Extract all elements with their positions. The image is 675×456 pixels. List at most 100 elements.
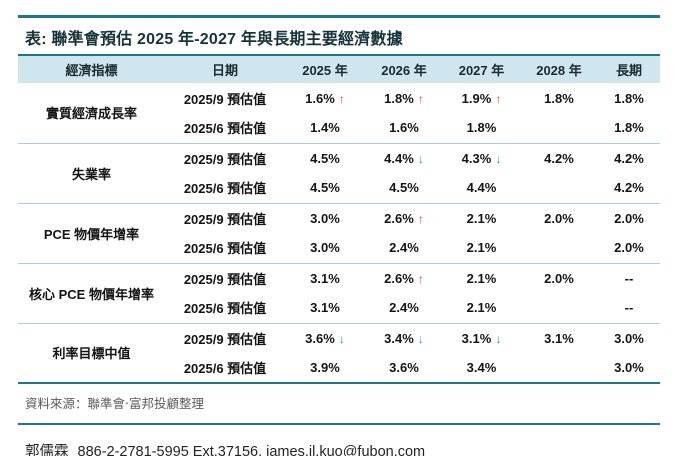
value-text: --: [624, 270, 634, 286]
header-indicator: 經濟指標: [65, 63, 118, 78]
value-cell: 1.8%: [598, 113, 660, 144]
value-cell: 2.0%: [598, 233, 660, 264]
value-cell: [520, 353, 598, 383]
table-row: 利率目標中值 2025/9 預估值 3.6% ↓ 3.4% ↓ 3.1% ↓ 3.1% 3.0%: [18, 323, 660, 362]
source-note: 資料來源：聯準會‧富邦投顧整理: [25, 397, 204, 411]
header-2026: 2026 年: [381, 63, 427, 78]
header-date: 日期: [211, 63, 238, 78]
value-text: 3.0%: [614, 330, 644, 346]
value-cell: 1.8%: [598, 83, 660, 113]
value-cell: 3.4% ↓: [365, 323, 443, 353]
indicator-label: 失業率: [18, 143, 165, 204]
up-arrow-icon: ↑: [495, 91, 502, 106]
value-text: 4.2%: [614, 180, 644, 196]
header-2025: 2025 年: [302, 63, 348, 78]
value-text: 3.0%: [310, 240, 340, 256]
value-cell: 1.6% ↑: [285, 83, 365, 113]
up-arrow-icon: ↑: [417, 211, 424, 226]
estimate-date: 2025/9 預估值: [183, 331, 267, 347]
header-row: 經濟指標 日期 2025 年 2026 年 2027 年 2028 年 長期: [18, 55, 660, 83]
value-cell: 1.9% ↑: [443, 83, 520, 113]
value-cell: 3.6%: [365, 353, 443, 383]
contact-line: 郭儒霖 886-2-2781-5995 Ext.37156, james.jl.k…: [25, 440, 675, 456]
up-arrow-icon: ↑: [338, 91, 345, 106]
value-text: 2.1%: [466, 240, 497, 256]
estimate-date: 2025/6 預估值: [165, 293, 285, 324]
value-cell: --: [598, 293, 660, 324]
table-row: 2025/6 預估值 1.4% 1.6% 1.8% 1.8%: [18, 113, 660, 144]
value-text: 4.5%: [310, 180, 340, 196]
value-cell: 2.0%: [520, 203, 598, 233]
value-cell: --: [598, 263, 660, 293]
indicator-label: 利率目標中值: [52, 346, 131, 362]
value-cell: 2.6% ↑: [365, 263, 443, 293]
value-cell: 2.1%: [443, 263, 520, 293]
value-cell: 3.0%: [285, 233, 365, 264]
value-cell: 3.1%: [285, 263, 365, 293]
value-text: 2.4%: [389, 300, 419, 316]
down-arrow-icon: ↓: [338, 331, 345, 346]
table-row: 核心 PCE 物價年增率 2025/9 預估值 3.1% 2.6% ↑ 2.1% 2.0% -…: [18, 263, 660, 324]
indicator-label: PCE 物價年增率: [18, 203, 165, 264]
value-cell: 4.3% ↓: [443, 143, 520, 173]
value-cell: 3.0%: [598, 353, 660, 383]
forecast-table-body: 實質經濟成長率 2025/9 預估值 1.6% ↑ 1.8% ↑ 1.9% ↑ 1.8% 1.8%…: [18, 83, 660, 383]
value-text: 2.6%: [384, 270, 414, 286]
value-cell: 1.4%: [285, 113, 365, 144]
value-cell: 4.2%: [520, 143, 598, 173]
estimate-date: 2025/9 預估值: [183, 271, 267, 287]
estimate-date: 2025/6 預估值: [165, 113, 285, 144]
top-divider: [18, 15, 660, 18]
value-text: 2.0%: [614, 210, 644, 226]
value-cell: 1.6%: [365, 113, 443, 144]
value-cell: 2.1%: [443, 233, 520, 264]
value-cell: 2.6% ↑: [365, 203, 443, 233]
value-cell: 2.4%: [365, 233, 443, 264]
value-cell: 3.1% ↓: [443, 323, 520, 353]
value-cell: 2.0%: [520, 263, 598, 293]
value-cell: 3.0%: [598, 323, 660, 353]
indicator-label: 核心 PCE 物價年增率: [18, 263, 165, 324]
estimate-date: 2025/9 預估值: [183, 91, 267, 107]
value-cell: [520, 293, 598, 324]
estimate-date: 2025/6 預估值: [165, 233, 285, 264]
value-text: 3.6%: [389, 360, 419, 375]
analyst-name: 郭儒霖: [25, 444, 69, 456]
value-cell: 4.2%: [598, 173, 660, 204]
value-cell: 3.0%: [285, 203, 365, 233]
value-cell: [520, 233, 598, 264]
value-cell: 2.1%: [443, 203, 520, 233]
up-arrow-icon: ↑: [417, 91, 424, 106]
value-text: 1.6%: [389, 120, 419, 136]
value-text: 3.0%: [310, 210, 340, 226]
value-cell: [520, 173, 598, 204]
value-cell: 1.8%: [443, 113, 520, 144]
value-text: 3.1%: [310, 270, 340, 286]
value-text: 3.1%: [544, 330, 574, 346]
value-cell: 1.8%: [520, 83, 598, 113]
table-title: 表: 聯準會預估 2025 年-2027 年與長期主要經濟數據: [25, 31, 403, 48]
value-text: 1.4%: [310, 120, 340, 136]
analyst-phone-email: 886-2-2781-5995 Ext.37156, james.jl.kuo@…: [77, 444, 426, 456]
up-arrow-icon: ↑: [417, 271, 424, 286]
table-row: 2025/6 預估值 3.9% 3.6% 3.4% 3.0%: [18, 353, 660, 383]
value-cell: 4.4% ↓: [365, 143, 443, 173]
value-text: 2.0%: [614, 240, 644, 256]
value-text: 3.9%: [310, 360, 340, 375]
value-cell: 3.1%: [285, 293, 365, 324]
value-cell: 4.5%: [285, 143, 365, 173]
down-arrow-icon: ↓: [495, 331, 502, 346]
value-cell: 1.8% ↑: [365, 83, 443, 113]
value-cell: 3.9%: [285, 353, 365, 383]
value-text: 2.1%: [466, 270, 497, 286]
value-text: 3.6%: [305, 330, 335, 346]
value-text: 4.2%: [614, 150, 644, 166]
value-cell: 3.1%: [520, 323, 598, 353]
value-text: 1.8%: [466, 120, 497, 136]
header-2028: 2028 年: [536, 63, 582, 78]
table-row: PCE 物價年增率 2025/9 預估值 3.0% 2.6% ↑ 2.1% 2.0% 2.0%: [18, 203, 660, 264]
value-text: 3.0%: [614, 360, 644, 375]
down-arrow-icon: ↓: [417, 331, 424, 346]
table-row: 2025/6 預估值 4.5% 4.5% 4.4% 4.2%: [18, 173, 660, 204]
